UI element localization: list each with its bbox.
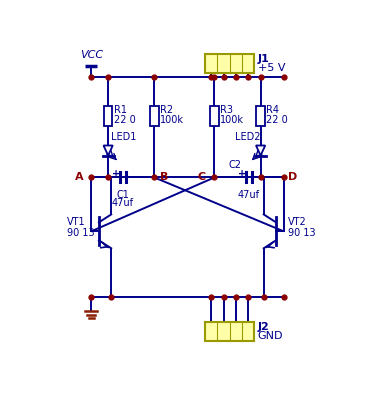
- Text: 3: 3: [219, 61, 228, 66]
- Text: R4: R4: [266, 105, 279, 115]
- Text: 47uf: 47uf: [112, 198, 134, 208]
- Text: 1: 1: [207, 329, 216, 334]
- Text: 4: 4: [244, 329, 253, 334]
- Bar: [210, 106, 219, 126]
- Text: C2: C2: [229, 160, 242, 170]
- Text: B: B: [160, 173, 168, 182]
- Text: D: D: [288, 173, 297, 182]
- Text: C: C: [197, 173, 205, 182]
- Text: 47uf: 47uf: [238, 190, 260, 200]
- Bar: [104, 106, 112, 126]
- Bar: [150, 106, 158, 126]
- Bar: [205, 322, 254, 341]
- Text: 90 13: 90 13: [66, 228, 94, 238]
- Polygon shape: [104, 145, 113, 155]
- Text: A: A: [75, 173, 84, 182]
- Text: +: +: [112, 169, 120, 179]
- Text: LED2: LED2: [235, 131, 261, 142]
- Text: 2: 2: [231, 61, 241, 66]
- Text: GND: GND: [258, 331, 283, 341]
- Text: VT2: VT2: [288, 217, 307, 227]
- Text: VT1: VT1: [66, 217, 85, 227]
- Text: 100k: 100k: [220, 115, 244, 125]
- Text: 90 13: 90 13: [288, 228, 316, 238]
- Bar: [205, 54, 254, 73]
- Text: 22 0: 22 0: [114, 115, 135, 125]
- Text: 4: 4: [207, 61, 216, 66]
- Text: 22 0: 22 0: [266, 115, 288, 125]
- Polygon shape: [256, 145, 265, 155]
- Text: R1: R1: [114, 105, 127, 115]
- Text: 3: 3: [231, 329, 241, 334]
- Text: 100k: 100k: [160, 115, 184, 125]
- Bar: [256, 106, 265, 126]
- Text: 1: 1: [244, 61, 253, 66]
- Text: R2: R2: [160, 105, 173, 115]
- Text: R3: R3: [220, 105, 233, 115]
- Text: J1: J1: [258, 54, 269, 64]
- Text: LED1: LED1: [111, 131, 137, 142]
- Text: +5 V: +5 V: [258, 63, 285, 73]
- Text: C1: C1: [116, 190, 129, 200]
- Text: VCC: VCC: [80, 50, 103, 60]
- Text: +: +: [238, 169, 246, 179]
- Text: 2: 2: [219, 329, 228, 334]
- Text: J2: J2: [258, 322, 269, 332]
